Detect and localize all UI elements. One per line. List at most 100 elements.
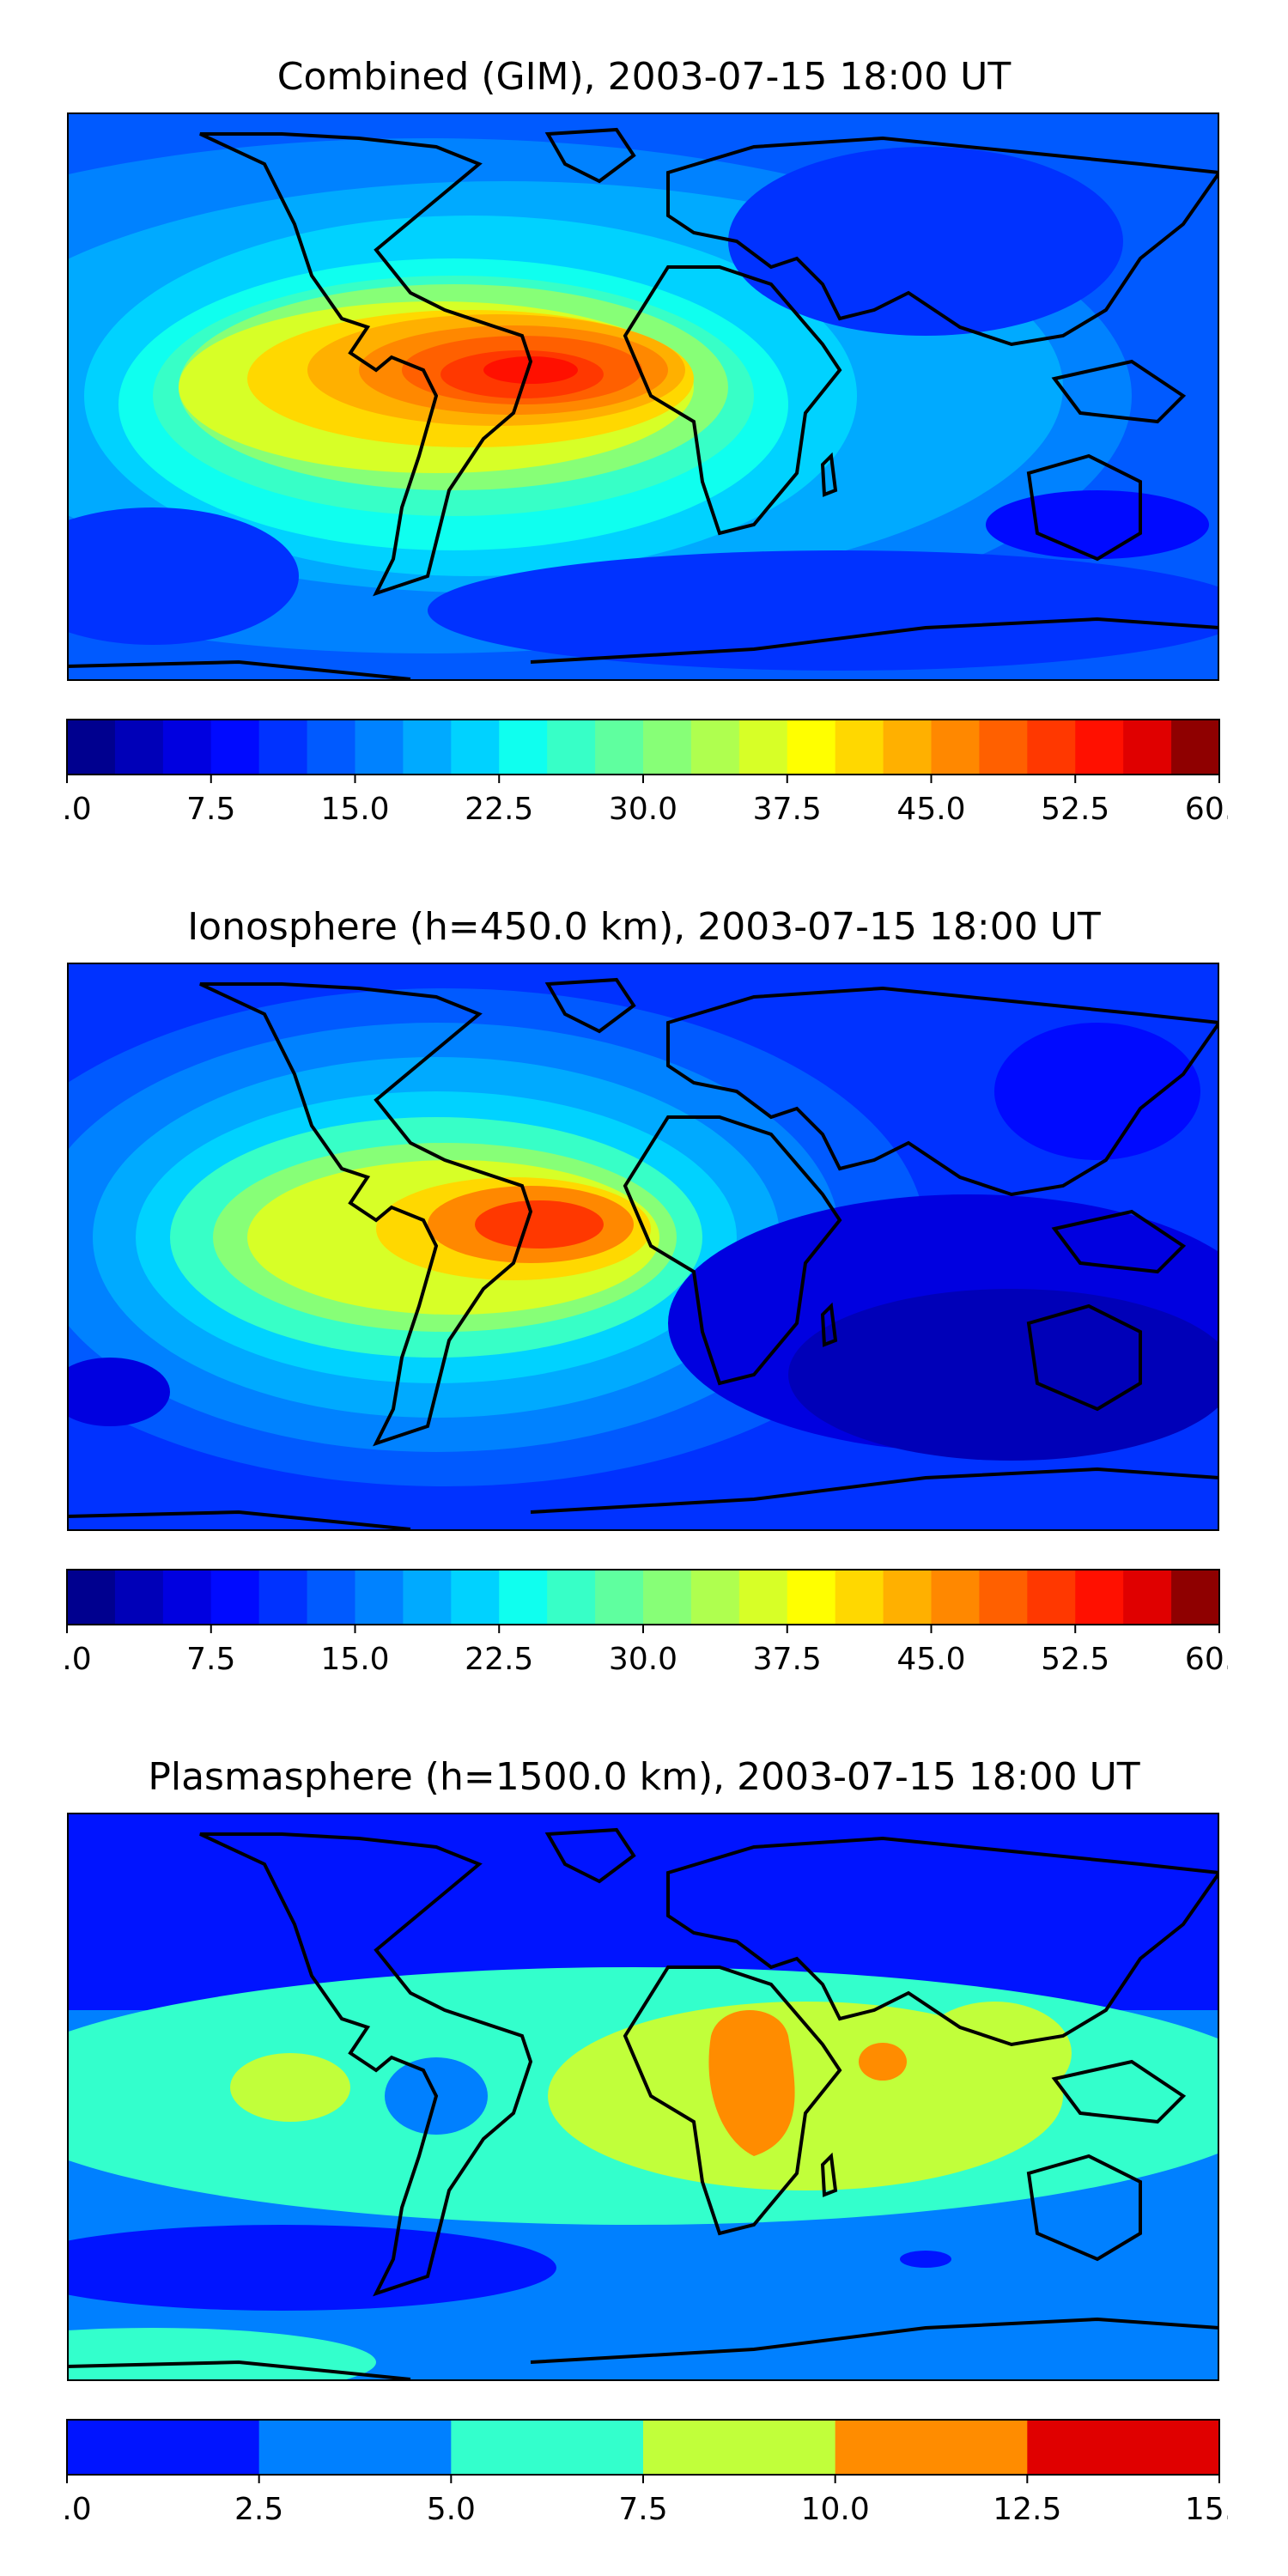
colorbar-tick-label: 22.5: [465, 1642, 533, 1677]
colorbar-tick-label: 52.5: [1041, 792, 1109, 827]
coastlines: [67, 1827, 1219, 2381]
colorbar-swatch: [787, 720, 836, 775]
contour-field: [67, 112, 1219, 681]
chart-title: Combined (GIM), 2003-07-15 18:00 UT: [276, 55, 1012, 99]
colorbar-swatch: [643, 2420, 836, 2475]
colorbar-swatch: [499, 720, 548, 775]
colorbar-ticks: 0.0 7.5 15.0 22.5 30.0 37.5 45.0 52.5 60.0: [60, 775, 1228, 827]
colorbar-tick-label: 7.5: [186, 792, 235, 827]
colorbar-tick-label: 60.0: [1185, 792, 1228, 827]
colorbar-swatch: [835, 2420, 1028, 2475]
colorbar-tick-label: 12.5: [993, 2492, 1061, 2527]
colorbar-swatch: [690, 1570, 740, 1625]
colorbar-tick-label: 5.0: [427, 2492, 476, 2527]
panel-plasmasphere: Plasmasphere (h=1500.0 km), 2003-07-15 1…: [0, 1700, 1288, 2576]
colorbar-swatch: [643, 1570, 692, 1625]
panel-combined: Combined (GIM), 2003-07-15 18:00 UT: [0, 0, 1288, 859]
colorbar-swatch: [787, 1570, 836, 1625]
colorbar-swatch: [931, 1570, 981, 1625]
colorbar-swatch: [1027, 2420, 1220, 2475]
colorbar-swatch: [67, 2420, 260, 2475]
colorbar-swatch: [1123, 720, 1172, 775]
colorbar-swatch: [643, 720, 692, 775]
colorbar-swatch: [835, 1570, 884, 1625]
colorbar-swatch: [595, 720, 644, 775]
colorbar-tick-label: 15.0: [1185, 2492, 1228, 2527]
colorbar-ticks: 0.0 2.5 5.0 7.5 10.0 12.5 15.0: [60, 2475, 1228, 2527]
colorbar-swatch: [499, 1570, 548, 1625]
colorbar-swatch: [931, 720, 981, 775]
colorbar-swatch: [690, 720, 740, 775]
colorbar-swatch: [162, 1570, 212, 1625]
colorbar-combined: 0.0 7.5 15.0 22.5 30.0 37.5 45.0 52.5 60.0: [60, 719, 1228, 827]
colorbar-swatch: [1171, 1570, 1220, 1625]
colorbar-tick-label: 37.5: [753, 792, 822, 827]
colorbar-tick-label: 0.0: [60, 1642, 92, 1677]
colorbar-ticks: 0.0 7.5 15.0 22.5 30.0 37.5 45.0 52.5 60.0: [60, 1625, 1228, 1677]
colorbar-tick-label: 52.5: [1041, 1642, 1109, 1677]
colorbar-swatch: [1027, 1570, 1076, 1625]
colorbar-swatch: [835, 720, 884, 775]
coastlines: [67, 127, 1219, 681]
colorbar-swatch: [451, 2420, 644, 2475]
colorbar-swatch: [547, 720, 596, 775]
colorbar-swatch: [162, 720, 212, 775]
colorbar-plasmasphere: 0.0 2.5 5.0 7.5 10.0 12.5 15.0: [60, 2419, 1228, 2527]
colorbar-swatch: [403, 720, 452, 775]
colorbar-swatch: [258, 720, 308, 775]
colorbar-swatch: [1027, 720, 1076, 775]
contour-field: [67, 963, 1219, 1531]
colorbar-swatch: [307, 1570, 356, 1625]
colorbar-swatch: [738, 1570, 788, 1625]
chart-title: Plasmasphere (h=1500.0 km), 2003-07-15 1…: [148, 1755, 1140, 1799]
colorbar-tick-label: 2.5: [234, 2492, 283, 2527]
colorbar-swatches: [66, 719, 1220, 775]
colorbar-tick-label: 22.5: [465, 792, 533, 827]
colorbar-tick-label: 15.0: [320, 1642, 389, 1677]
colorbar-swatch: [451, 1570, 500, 1625]
colorbar-tick-label: 7.5: [618, 2492, 667, 2527]
colorbar-tick-label: 60.0: [1185, 1642, 1228, 1677]
colorbar-swatch: [883, 1570, 933, 1625]
colorbar-tick-label: 0.0: [60, 792, 92, 827]
colorbar-swatch: [883, 720, 933, 775]
colorbar-swatch: [114, 720, 164, 775]
map-frame: [67, 1813, 1219, 2381]
colorbar-swatch: [451, 720, 500, 775]
colorbar-swatch: [67, 1570, 116, 1625]
contour-field: [67, 1813, 1219, 2381]
colorbar-swatch: [114, 1570, 164, 1625]
colorbar-tick-label: 7.5: [186, 1642, 235, 1677]
map-ionosphere: [67, 963, 1219, 1531]
map-frame: [67, 112, 1219, 681]
colorbar-swatch: [1123, 1570, 1172, 1625]
colorbar-tick-label: 37.5: [753, 1642, 822, 1677]
colorbar-tick-label: 10.0: [801, 2492, 870, 2527]
colorbar-swatch: [307, 720, 356, 775]
colorbar-swatch: [355, 1570, 404, 1625]
colorbar-swatch: [210, 720, 260, 775]
chart-title: Ionosphere (h=450.0 km), 2003-07-15 18:0…: [187, 905, 1101, 949]
colorbar-swatch: [210, 1570, 260, 1625]
colorbar-ionosphere: 0.0 7.5 15.0 22.5 30.0 37.5 45.0 52.5 60.0: [60, 1569, 1228, 1677]
colorbar-tick-label: 45.0: [896, 792, 965, 827]
map-combined: [67, 112, 1219, 681]
colorbar-tick-label: 30.0: [609, 792, 677, 827]
colorbar-tick-label: 0.0: [60, 2492, 92, 2527]
colorbar-swatch: [1171, 720, 1220, 775]
colorbar-swatch: [67, 720, 116, 775]
colorbar-tick-label: 45.0: [896, 1642, 965, 1677]
colorbar-swatch: [547, 1570, 596, 1625]
colorbar-swatches: [66, 1569, 1220, 1625]
colorbar-tick-label: 15.0: [320, 792, 389, 827]
coastlines: [67, 977, 1219, 1531]
map-plasmasphere: [67, 1813, 1219, 2381]
colorbar-swatch: [258, 1570, 308, 1625]
colorbar-swatch: [738, 720, 788, 775]
colorbar-swatch: [595, 1570, 644, 1625]
panel-ionosphere: Ionosphere (h=450.0 km), 2003-07-15 18:0…: [0, 850, 1288, 1709]
colorbar-swatch: [403, 1570, 452, 1625]
colorbar-swatch: [1075, 720, 1124, 775]
colorbar-swatch: [1075, 1570, 1124, 1625]
colorbar-swatch: [979, 1570, 1028, 1625]
